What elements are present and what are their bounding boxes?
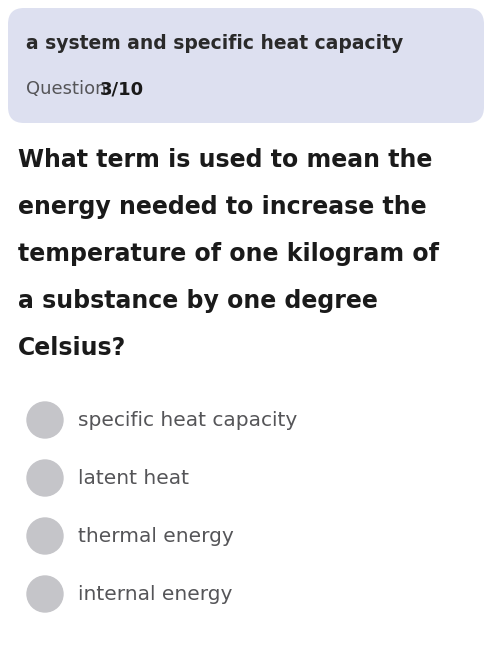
Text: a substance by one degree: a substance by one degree <box>18 289 378 313</box>
Text: latent heat: latent heat <box>78 469 189 488</box>
Text: What term is used to mean the: What term is used to mean the <box>18 148 432 172</box>
Text: specific heat capacity: specific heat capacity <box>78 411 297 430</box>
Text: Question:: Question: <box>26 80 119 98</box>
Text: thermal energy: thermal energy <box>78 527 234 546</box>
Text: a system and specific heat capacity: a system and specific heat capacity <box>26 34 403 53</box>
Text: temperature of one kilogram of: temperature of one kilogram of <box>18 242 439 266</box>
Circle shape <box>27 518 63 554</box>
FancyBboxPatch shape <box>8 8 484 123</box>
Text: internal energy: internal energy <box>78 585 232 604</box>
Text: Celsius?: Celsius? <box>18 336 126 360</box>
Text: energy needed to increase the: energy needed to increase the <box>18 195 427 219</box>
Circle shape <box>27 576 63 612</box>
Text: 3/10: 3/10 <box>100 80 144 98</box>
Circle shape <box>27 402 63 438</box>
Circle shape <box>27 460 63 496</box>
